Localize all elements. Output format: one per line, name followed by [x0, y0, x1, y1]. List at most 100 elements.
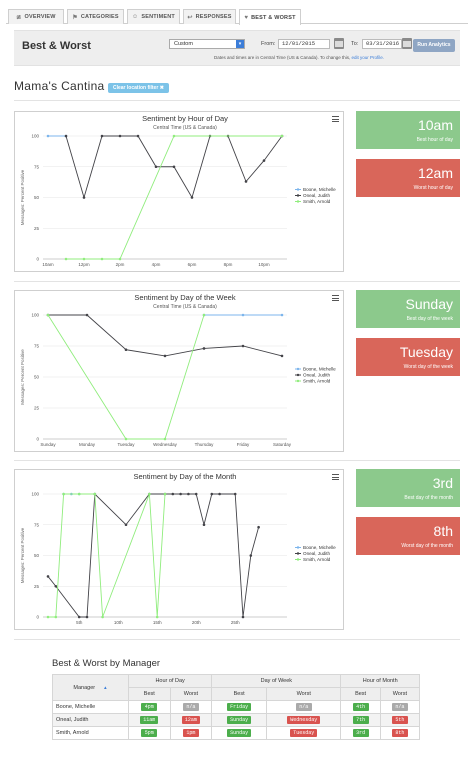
x-tick-label: 2pm [116, 262, 125, 267]
calendar-icon[interactable] [402, 38, 412, 49]
data-point [280, 354, 284, 358]
col-best[interactable]: Best [340, 687, 381, 701]
worst-day-chip: n/a [295, 703, 312, 711]
tab-categories-label: CATEGORIES [80, 14, 119, 20]
worst-weekday-box: Tuesday Worst day of the week [356, 338, 460, 376]
chart-subtitle: Central Time (US & Canada) [153, 125, 217, 131]
best-day-chip: Friday [227, 703, 252, 711]
col-best[interactable]: Best [211, 687, 267, 701]
data-point [46, 313, 50, 317]
from-date-input[interactable]: 12/01/2015 [278, 39, 330, 49]
legend-label: Oneal, Judith [303, 193, 331, 198]
col-best[interactable]: Best [128, 687, 171, 701]
legend-marker [296, 200, 300, 203]
worst-hour-chip: 1pm [182, 729, 199, 737]
hamburger-menu-icon[interactable] [332, 295, 339, 301]
y-axis-label: Messages: Percent Positive [20, 527, 25, 583]
chart-line-icon: ≇ [16, 14, 22, 21]
location-title: Mama's Cantina [14, 79, 105, 93]
data-point [280, 313, 284, 317]
timezone-note: Dates and times are in Central Time (US … [214, 55, 384, 60]
y-tick-label: 0 [36, 437, 39, 442]
data-point [155, 615, 159, 619]
hamburger-menu-icon[interactable] [332, 474, 339, 480]
data-point [233, 492, 237, 496]
col-manager-header[interactable]: Manager ▲ [52, 674, 129, 701]
best-day-chip: Sunday [227, 716, 252, 724]
tag-icon: ⚑ [72, 14, 78, 21]
tab-responses-label: RESPONSES [195, 14, 232, 20]
y-tick-label: 50 [34, 195, 40, 200]
tab-overview[interactable]: ≇ OVERVIEW [8, 9, 64, 24]
data-point [163, 354, 167, 358]
data-point [85, 313, 89, 317]
series-line [48, 314, 283, 357]
data-point [100, 134, 104, 138]
data-point [62, 492, 65, 496]
chart-subtitle: Central Time (US & Canada) [153, 304, 217, 310]
data-point [100, 257, 104, 261]
tab-best-worst[interactable]: ♥ BEST & WORST [239, 9, 301, 25]
data-point [187, 492, 190, 496]
legend-label: Oneal, Judith [303, 373, 331, 378]
x-tick-label: 15th [153, 620, 162, 625]
y-tick-label: 25 [34, 226, 40, 231]
group-hour-of-month: Hour of Month [340, 674, 420, 688]
col-worst[interactable]: Worst [265, 687, 342, 701]
y-axis-label: Messages: Percent Positive [20, 169, 25, 225]
data-point [154, 165, 158, 169]
tab-sentiment[interactable]: ☺ SENTIMENT [127, 9, 180, 24]
date-range-select[interactable]: Custom ▾ [169, 39, 245, 49]
timezone-note-text: Dates and times are in Central Time (US … [214, 55, 351, 60]
x-tick-label: 10am [42, 262, 54, 267]
worst-hour-chip: 12am [181, 716, 200, 724]
tab-responses[interactable]: ↩ RESPONSES [183, 9, 236, 24]
data-point [172, 165, 176, 169]
tab-best-worst-label: BEST & WORST [251, 14, 296, 21]
data-point [118, 134, 122, 138]
data-point [280, 134, 284, 138]
page-title: Best & Worst [22, 40, 91, 52]
y-tick-label: 100 [31, 313, 39, 318]
data-point [257, 525, 260, 529]
clear-location-filter-button[interactable]: Clear location filter ✖ [108, 83, 169, 93]
best-monthday-value: 3rd [432, 475, 453, 491]
y-tick-label: 75 [34, 522, 40, 527]
calendar-icon[interactable] [334, 38, 344, 49]
best-monthday-caption: Best day of the month [404, 495, 453, 501]
y-tick-label: 50 [34, 553, 40, 558]
run-analytics-button[interactable]: Run Analytics [413, 39, 455, 52]
edit-profile-link[interactable]: edit your Profile. [351, 55, 385, 60]
x-tick-label: Friday [237, 442, 250, 447]
tab-categories[interactable]: ⚑ CATEGORIES [67, 9, 124, 24]
data-point [171, 492, 175, 496]
hamburger-menu-icon[interactable] [332, 116, 339, 122]
best-hour-chip: 4pm [141, 703, 158, 711]
legend-marker [296, 194, 300, 197]
series-line [47, 314, 205, 440]
legend-label: Smith, Arnold [303, 379, 331, 384]
data-point [241, 344, 245, 348]
best-weekday-box: Sunday Best day of the week [356, 290, 460, 328]
data-point [136, 134, 140, 138]
legend-label: Smith, Arnold [303, 199, 331, 204]
data-point [124, 437, 128, 441]
worst-hour-value: 12am [417, 165, 453, 181]
chart-day-of-month-svg: Sentiment by Day of the Month Messages: P… [20, 472, 336, 625]
best-hour-chip: 11am [140, 716, 159, 724]
col-worst[interactable]: Worst [379, 687, 421, 701]
data-point [172, 134, 176, 138]
chart-title: Sentiment by Hour of Day [142, 114, 228, 123]
managers-table: Manager ▲ Hour of Day Day of Week Hour of… [52, 674, 421, 740]
legend-marker [296, 367, 300, 371]
data-point [202, 347, 206, 350]
data-point [101, 615, 104, 619]
y-tick-label: 0 [36, 615, 39, 620]
best-monthday-box: 3rd Best day of the month [356, 469, 460, 507]
to-date-input[interactable]: 03/31/2016 [362, 39, 402, 49]
col-worst[interactable]: Worst [169, 687, 213, 701]
data-point [244, 180, 248, 183]
worst-weekday-caption: Worst day of the week [403, 364, 453, 370]
data-point [64, 134, 68, 138]
tab-bar: ≇ OVERVIEW ⚑ CATEGORIES ☺ SENTIMENT ↩ RESPON… [6, 6, 468, 25]
